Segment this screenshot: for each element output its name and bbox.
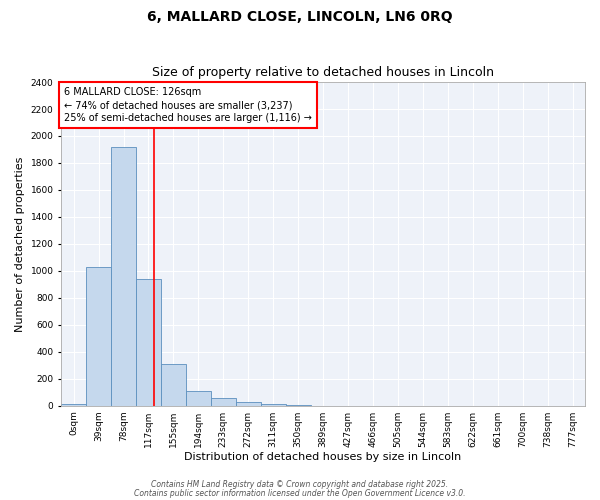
Bar <box>261 404 286 406</box>
X-axis label: Distribution of detached houses by size in Lincoln: Distribution of detached houses by size … <box>184 452 462 462</box>
Y-axis label: Number of detached properties: Number of detached properties <box>15 156 25 332</box>
Bar <box>61 404 86 406</box>
Bar <box>111 147 136 406</box>
Bar <box>236 402 261 406</box>
Bar <box>211 398 236 406</box>
Text: Contains HM Land Registry data © Crown copyright and database right 2025.: Contains HM Land Registry data © Crown c… <box>151 480 449 489</box>
Text: Contains public sector information licensed under the Open Government Licence v3: Contains public sector information licen… <box>134 488 466 498</box>
Bar <box>286 405 311 406</box>
Text: 6, MALLARD CLOSE, LINCOLN, LN6 0RQ: 6, MALLARD CLOSE, LINCOLN, LN6 0RQ <box>147 10 453 24</box>
Text: 6 MALLARD CLOSE: 126sqm
← 74% of detached houses are smaller (3,237)
25% of semi: 6 MALLARD CLOSE: 126sqm ← 74% of detache… <box>64 87 311 124</box>
Title: Size of property relative to detached houses in Lincoln: Size of property relative to detached ho… <box>152 66 494 80</box>
Bar <box>136 279 161 406</box>
Bar <box>186 391 211 406</box>
Bar <box>161 364 186 406</box>
Bar <box>86 268 111 406</box>
